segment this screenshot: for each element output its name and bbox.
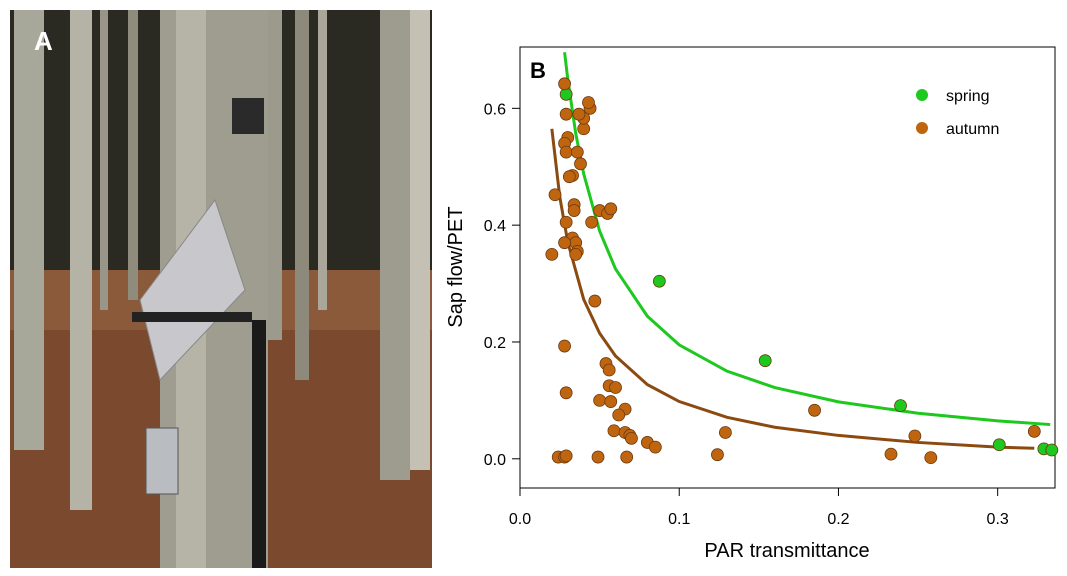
point [1027,424,1041,438]
y-tick-label: 0.6 [484,101,506,118]
legend-marker [916,122,928,134]
point [567,204,581,217]
point [719,426,732,439]
point [908,429,922,443]
point [558,339,571,353]
fit-curve [550,128,1035,450]
point [884,447,898,461]
x-axis-label: PAR transmittance [704,540,869,562]
point [559,386,573,400]
point [548,188,562,202]
point [559,215,573,229]
legend-marker [916,89,928,101]
point [612,408,626,422]
x-tick-label: 0.2 [827,511,849,528]
point [559,145,573,159]
legend-label: autumn [946,121,999,138]
point [604,202,618,216]
point [585,215,599,229]
point [992,438,1006,452]
plot-frame [519,46,1056,489]
point [570,145,584,159]
point [602,363,616,377]
point [582,96,595,109]
point [1045,443,1059,457]
point [562,170,576,184]
point [569,247,583,261]
point [648,440,662,454]
point [609,381,622,394]
point [588,294,602,308]
y-tick-label: 0.4 [484,218,506,235]
point [711,448,724,462]
point [591,450,605,464]
point [652,274,666,288]
legend-label: spring [946,88,990,105]
panel-label: B [530,58,546,83]
panel-label: A [34,26,53,56]
point [558,236,571,250]
point [558,77,571,91]
x-tick-label: 0.0 [509,511,531,528]
point [808,403,821,417]
point [559,107,573,121]
point [545,247,559,261]
point [572,107,586,121]
fit-curve [563,52,1051,427]
x-tick-label: 0.1 [668,511,690,528]
point [758,354,772,368]
y-axis-label: Sap flow/PET [445,206,467,327]
point [620,450,634,464]
point [559,449,573,463]
point [607,424,621,438]
y-tick-label: 0.2 [484,335,506,352]
point [894,399,907,413]
x-tick-label: 0.3 [987,511,1009,528]
y-tick-label: 0.0 [484,452,506,469]
point [593,393,607,407]
point [924,451,938,465]
point [604,395,618,408]
photo: A [10,10,432,568]
point [559,87,573,101]
point [625,431,638,445]
point [574,157,587,171]
